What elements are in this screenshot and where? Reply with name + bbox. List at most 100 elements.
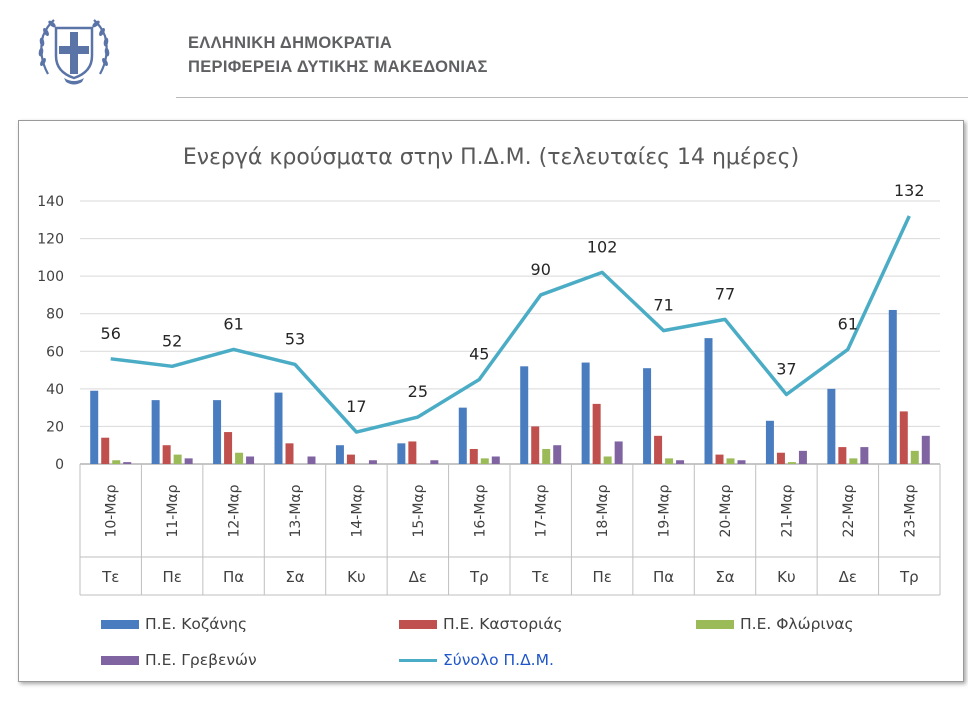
header-divider (176, 97, 968, 98)
y-tick-label: 140 (37, 194, 64, 210)
bar-kastoria (838, 447, 847, 464)
bar-grevena (246, 456, 255, 464)
bar-florina (787, 462, 796, 464)
weekday-label: Δε (839, 568, 857, 586)
bar-kastoria (531, 426, 540, 464)
x-tick-label: 17-Μαρ (534, 484, 550, 537)
weekday-label: Τρ (899, 568, 919, 586)
bar-kastoria (654, 435, 663, 464)
bar-kozani (397, 443, 406, 464)
data-label-total: 53 (285, 329, 305, 348)
header-line-2: ΠΕΡΙΦΕΡΕΙΑ ΔΥΤΙΚΗΣ ΜΑΚΕΔΟΝΙΑΣ (188, 58, 488, 76)
weekday-label: Σα (285, 568, 304, 586)
bar-grevena (921, 435, 930, 464)
weekday-label: Πα (223, 568, 244, 586)
data-label-total: 90 (531, 260, 551, 279)
legend-label-kastoria: Π.Ε. Καστοριάς (443, 615, 563, 633)
data-label-total: 102 (587, 237, 618, 256)
bar-kozani (643, 368, 652, 464)
legend-swatch-kozani (101, 620, 139, 629)
x-tick-label: 18-Μαρ (595, 484, 611, 537)
data-label-total: 17 (346, 397, 366, 416)
y-tick-label: 20 (46, 419, 64, 435)
weekday-label: Δε (409, 568, 427, 586)
bar-grevena (123, 462, 132, 464)
coat-of-arms-emblem (38, 19, 110, 85)
bar-grevena (553, 445, 562, 464)
legend-label-grevena: Π.Ε. Γρεβενών (145, 651, 257, 669)
bar-kastoria (162, 445, 171, 464)
weekday-label: Τε (531, 568, 549, 586)
x-tick-label: 16-Μαρ (472, 484, 488, 537)
bar-kastoria (224, 432, 233, 464)
data-label-total: 52 (162, 331, 182, 350)
bar-kastoria (776, 452, 785, 464)
data-label-total: 45 (469, 344, 489, 363)
bar-kozani (213, 400, 222, 464)
y-tick-label: 120 (37, 232, 64, 248)
x-tick-label: 21-Μαρ (779, 484, 795, 537)
bar-florina (235, 452, 244, 464)
bar-kozani (827, 388, 836, 464)
data-label-total: 71 (653, 296, 673, 315)
bar-kastoria (469, 448, 478, 464)
y-tick-label: 0 (55, 457, 64, 473)
bar-kastoria (408, 441, 417, 464)
data-label-total: 132 (894, 181, 925, 200)
bar-florina (849, 458, 858, 464)
data-label-total: 25 (408, 382, 428, 401)
bar-grevena (430, 460, 439, 464)
weekday-label: Κυ (777, 568, 796, 586)
bar-kastoria (592, 403, 601, 464)
bar-kozani (520, 366, 529, 464)
line-total (110, 215, 911, 434)
x-tick-label: 15-Μαρ (411, 484, 427, 537)
bar-florina (112, 460, 121, 464)
weekday-label: Πε (592, 568, 611, 586)
legend-label-total: Σύνολο Π.Δ.Μ. (443, 651, 554, 669)
bar-kozani (458, 407, 467, 464)
bar-kastoria (899, 411, 908, 464)
bar-florina (173, 454, 182, 464)
x-tick-label: 13-Μαρ (288, 484, 304, 537)
weekday-label: Πε (162, 568, 181, 586)
data-label-total: 37 (776, 359, 796, 378)
x-tick-label: 11-Μαρ (165, 484, 181, 537)
legend-line-total (399, 659, 437, 662)
weekday-label: Τε (101, 568, 119, 586)
x-tick-label: 12-Μαρ (227, 484, 243, 537)
chart-plot: 0 20 40 60 80 100 120 140 56 52 61 53 17 25 45 90 102 71 7… (37, 181, 941, 596)
bar-grevena (860, 447, 869, 464)
chart-panel: Ενεργά κρούσματα στην Π.Δ.Μ. (τελευταίες… (18, 120, 964, 682)
x-tick-label: 22-Μαρ (841, 484, 857, 537)
bar-kozani (151, 400, 160, 464)
weekday-label: Τρ (469, 568, 489, 586)
bar-kozani (704, 338, 713, 464)
bar-kozani (765, 420, 774, 464)
bar-grevena (368, 460, 377, 464)
weekday-label: Πα (653, 568, 674, 586)
x-tick-label: 10-Μαρ (104, 484, 120, 537)
data-label-total: 56 (101, 324, 121, 343)
bar-kozani (274, 392, 283, 464)
bar-florina (726, 458, 735, 464)
bar-kastoria (715, 454, 724, 464)
bar-kastoria (346, 454, 355, 464)
bar-florina (603, 456, 612, 464)
bar-grevena (491, 456, 500, 464)
bar-grevena (614, 441, 623, 464)
legend-label-florina: Π.Ε. Φλώρινας (740, 615, 854, 633)
header-line-1: ΕΛΛΗΝΙΚΗ ΔΗΜΟΚΡΑΤΙΑ (188, 34, 393, 52)
bar-grevena (798, 450, 807, 464)
data-label-total: 61 (223, 314, 243, 333)
bar-grevena (737, 460, 746, 464)
bar-kozani (335, 445, 344, 464)
bar-florina (910, 450, 919, 464)
legend-label-kozani: Π.Ε. Κοζάνης (145, 615, 248, 633)
legend-swatch-florina (696, 620, 734, 629)
bar-kastoria (101, 437, 110, 464)
bar-kozani (581, 362, 590, 464)
bar-grevena (307, 456, 316, 464)
data-label-total: 77 (715, 284, 735, 303)
bar-florina (542, 448, 551, 464)
